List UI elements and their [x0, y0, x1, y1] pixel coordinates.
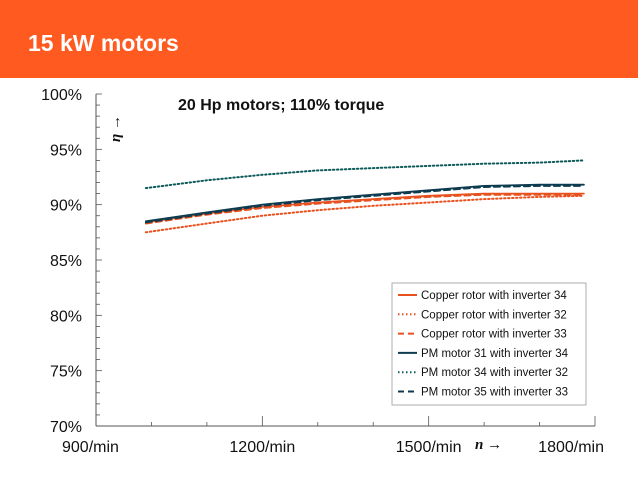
legend-label-3: Copper rotor with inverter 33 [421, 329, 567, 341]
chart-title: 20 Hp motors; 110% torque [178, 97, 384, 114]
series-line-2 [144, 194, 585, 234]
y-tick-label: 100% [41, 87, 82, 104]
y-tick-label: 85% [50, 253, 82, 270]
y-tick-label: 70% [50, 419, 82, 436]
y-tick-label: 95% [50, 142, 82, 159]
y-tick-label: 80% [50, 308, 82, 325]
series-line-6 [144, 184, 585, 224]
series-layer [144, 159, 585, 234]
legend: Copper rotor with inverter 34 Copper roto… [391, 282, 587, 406]
slide-title: 15 kW motors [28, 30, 179, 56]
series-line-4 [145, 183, 585, 223]
legend-label-1: Copper rotor with inverter 34 [421, 290, 567, 302]
legend-box [391, 282, 587, 406]
x-axis-label: n → [475, 437, 502, 453]
series-line-5 [144, 159, 585, 190]
plot-background [0, 78, 638, 479]
axes: 70% 75% 80% 85% 90% 95% 100% 900/min 1200/min 150… [41, 87, 604, 456]
y-tick-label: 75% [50, 364, 82, 381]
legend-label-2: Copper rotor with inverter 32 [421, 309, 567, 321]
legend-label-6: PM motor 35 with inverter 33 [421, 387, 568, 399]
x-tick-label: 1500/min [396, 439, 462, 456]
y-tick-label: 90% [50, 198, 82, 215]
x-tick-label: 1800/min [538, 439, 604, 456]
legend-label-5: PM motor 34 with inverter 32 [421, 367, 568, 379]
x-tick-label: 900/min [62, 439, 119, 456]
y-axis-label: η → [108, 115, 124, 142]
legend-label-4: PM motor 31 with inverter 34 [421, 348, 569, 360]
series-line-3 [144, 193, 585, 225]
x-tick-label: 1200/min [229, 439, 295, 456]
